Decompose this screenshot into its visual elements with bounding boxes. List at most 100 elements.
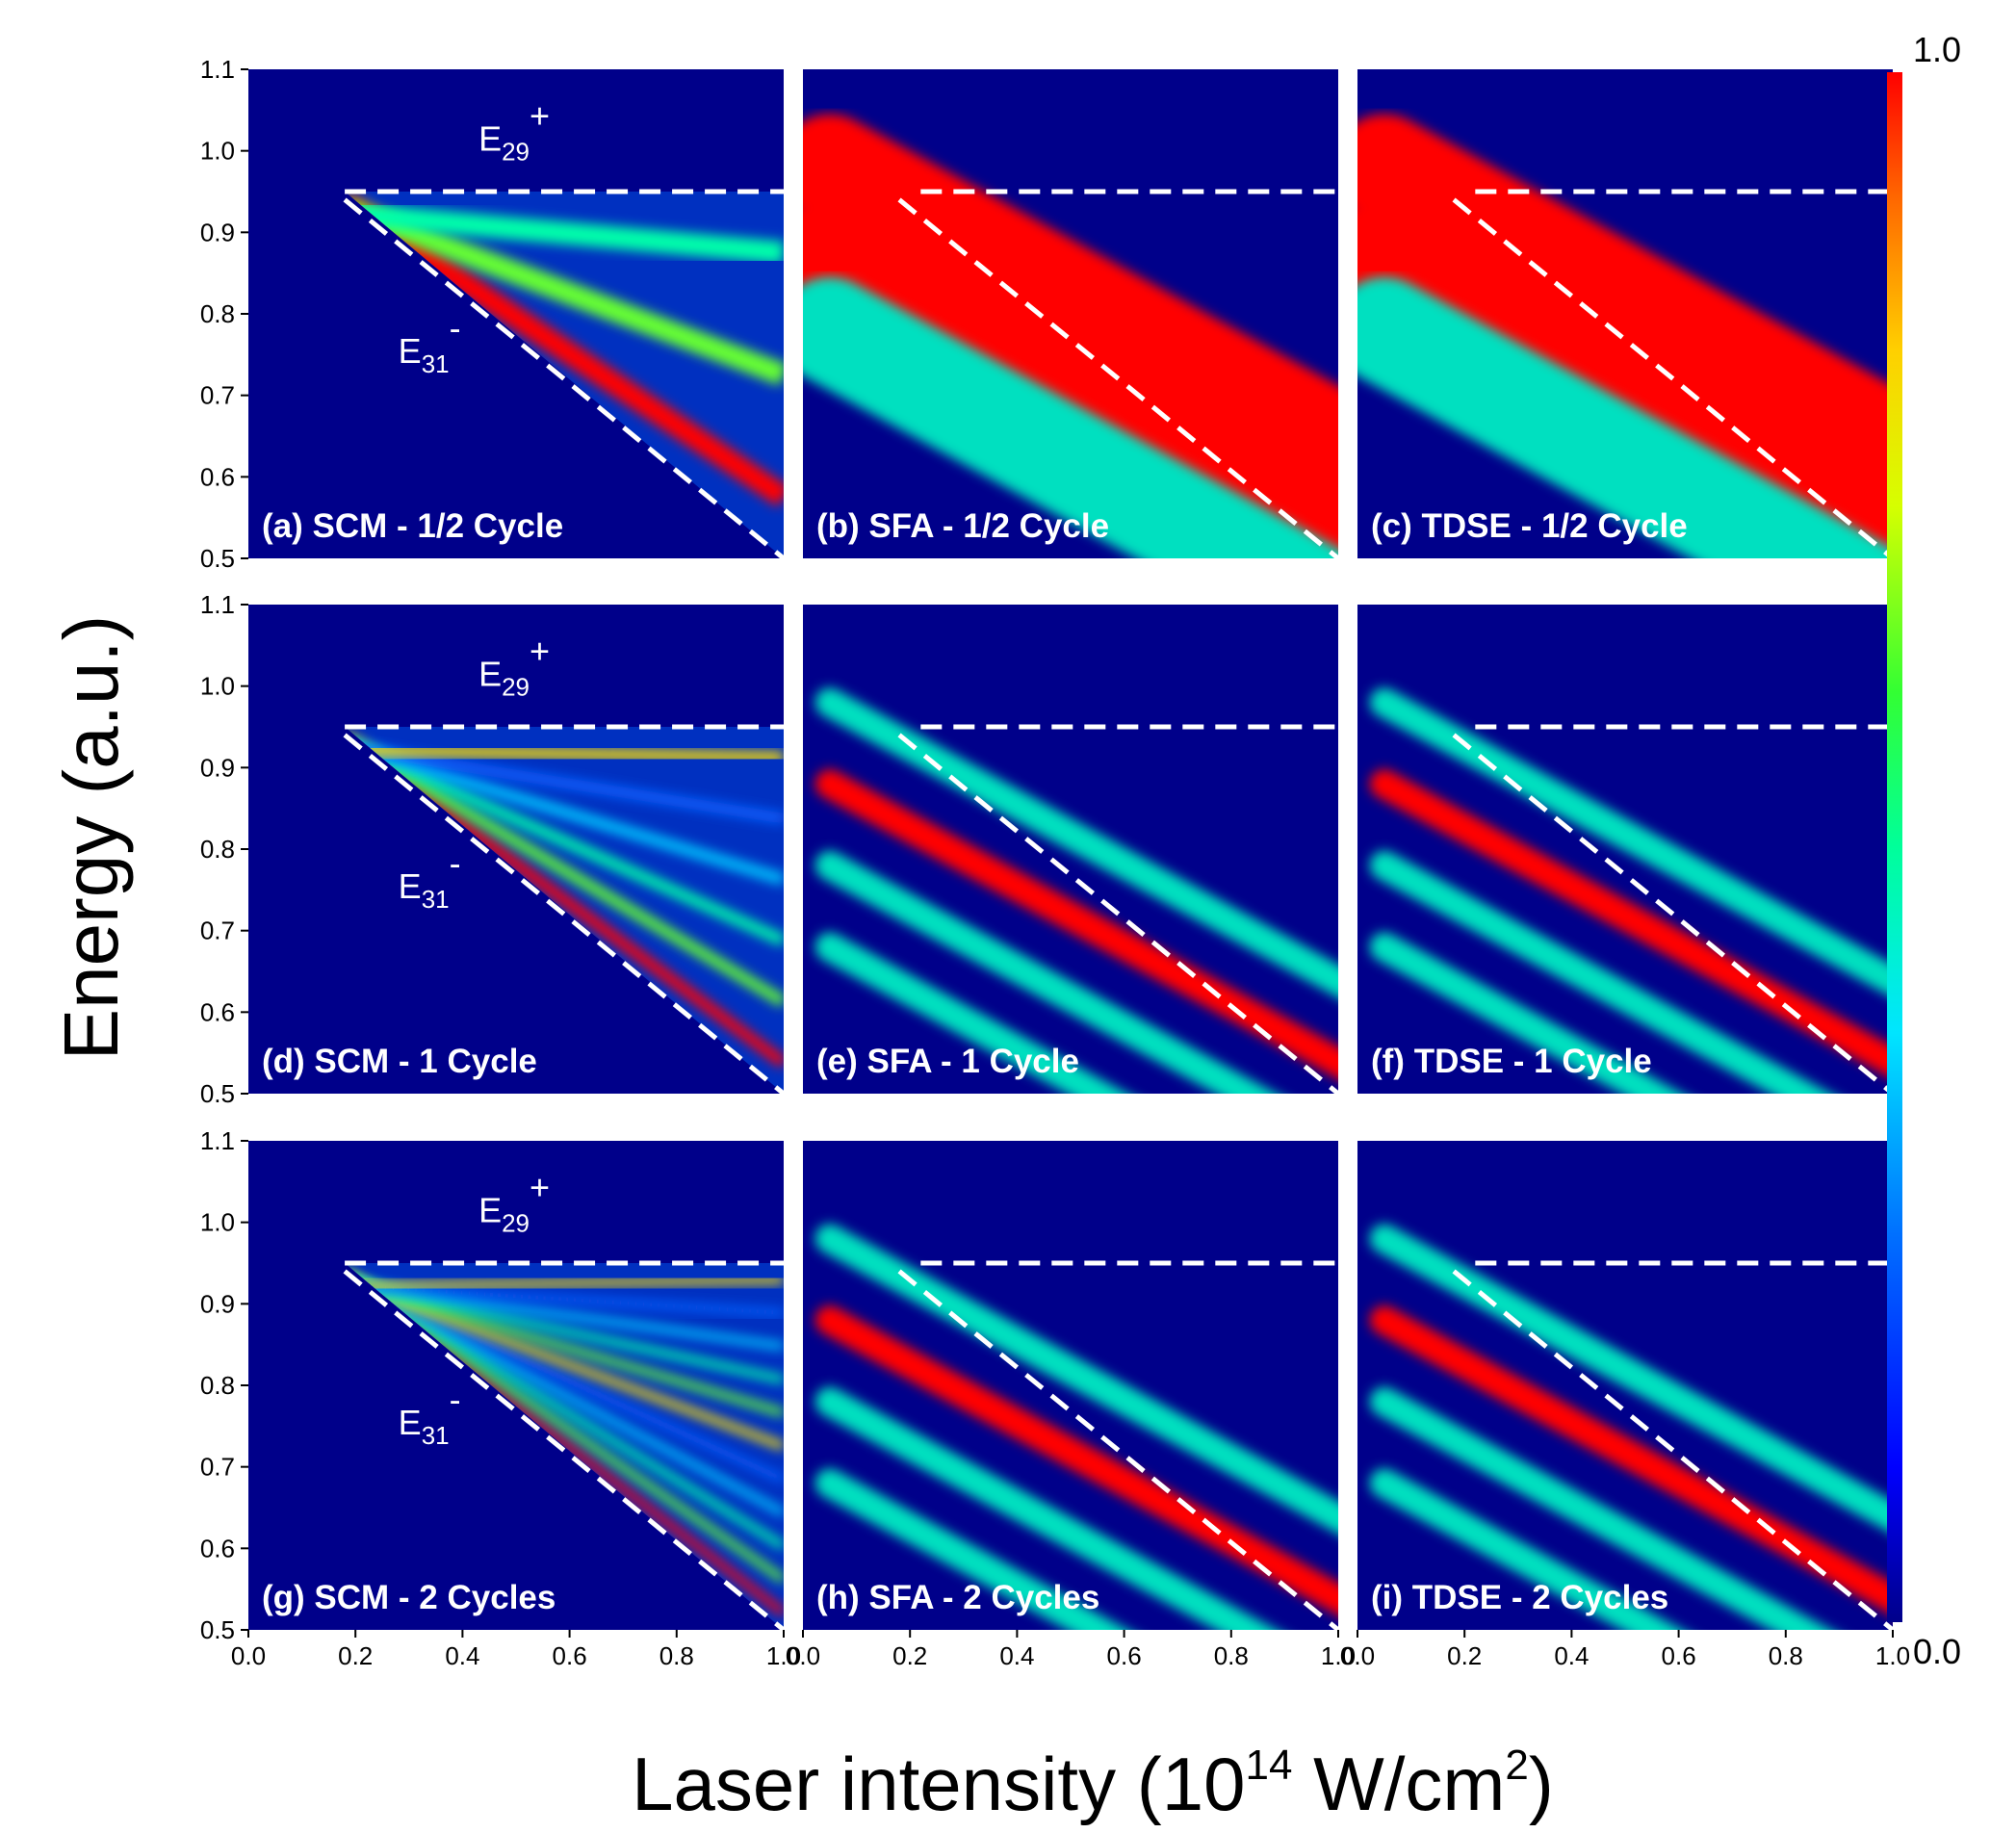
x-axis-title: Laser intensity (1014 W/cm2) xyxy=(632,1742,1554,1826)
panel-grid: (a) SCM - 1/2 CycleE29+E31-0.50.60.70.80… xyxy=(200,55,1910,1670)
x-tick-label: 0.0 xyxy=(1340,1641,1375,1670)
ridge xyxy=(1369,932,1683,1094)
panel-label: (i) TDSE - 2 Cycles xyxy=(1371,1579,1668,1616)
annotation-E31: E31- xyxy=(399,308,461,378)
annotation-sup: - xyxy=(450,1380,461,1419)
annotation-sub: 31 xyxy=(422,349,450,378)
x-tick-label: 0.0 xyxy=(231,1641,266,1670)
y-tick-label: 0.9 xyxy=(200,218,235,246)
ridge xyxy=(1369,1468,1683,1630)
ridge xyxy=(803,276,1338,558)
ridge xyxy=(814,769,1338,1079)
scm-bands xyxy=(345,193,784,507)
lower-dashed-line xyxy=(897,197,1338,558)
heatmap-content xyxy=(1369,1224,1893,1630)
scm-ridge xyxy=(345,193,784,507)
annotation-E31: E31- xyxy=(399,843,461,914)
ridge xyxy=(1369,1224,1893,1535)
x-tick-label: 0.0 xyxy=(786,1641,820,1670)
scm-ridge xyxy=(345,1281,784,1317)
x-tick-label: 1.0 xyxy=(1321,1641,1356,1670)
ridge xyxy=(814,1468,1128,1630)
annotation-base: E xyxy=(399,331,422,371)
ridge xyxy=(1369,1305,1893,1615)
panel-label: (d) SCM - 1 Cycle xyxy=(262,1043,537,1080)
ridge xyxy=(1369,850,1831,1094)
panel-i: (i) TDSE - 2 Cycles 0.0 0.2 0.4 0.6 0.8 1.0 xyxy=(1340,1141,1910,1670)
y-tick-label: 0.6 xyxy=(200,1534,235,1562)
scm-ridge xyxy=(345,1276,784,1291)
y-tick-label: 1.1 xyxy=(200,55,235,84)
lower-dashed-line xyxy=(343,197,784,558)
lower-dashed-line xyxy=(1452,197,1893,558)
y-tick-label: 0.6 xyxy=(200,462,235,491)
annotation-sub: 29 xyxy=(502,1209,530,1238)
y-tick-label: 0.7 xyxy=(200,1453,235,1482)
x-tick-label: 0.6 xyxy=(1662,1641,1696,1670)
annotation-sup: - xyxy=(450,308,461,348)
annotation-base: E xyxy=(399,1403,422,1442)
ridge xyxy=(814,850,1277,1094)
scm-ridge xyxy=(345,201,784,265)
panel-e: (e) SFA - 1 Cycle xyxy=(803,605,1338,1094)
scm-ridge xyxy=(345,1274,784,1484)
panel-label: (g) SCM - 2 Cycles xyxy=(262,1579,556,1616)
panel-a: (a) SCM - 1/2 CycleE29+E31-0.50.60.70.80… xyxy=(200,55,784,573)
x-tick-label: 0.8 xyxy=(1214,1641,1249,1670)
x-tick-label: 0.4 xyxy=(1554,1641,1589,1670)
y-tick-label: 0.8 xyxy=(200,299,235,328)
lower-dashed-line xyxy=(343,733,784,1094)
heatmap-content xyxy=(1357,114,1893,558)
ridge xyxy=(1369,769,1893,1079)
colorbar-gradient xyxy=(1887,72,1902,1622)
y-tick-label: 0.9 xyxy=(200,1289,235,1318)
panel-label: (c) TDSE - 1/2 Cycle xyxy=(1371,507,1688,545)
heatmap-content xyxy=(814,687,1338,1094)
panel-label: (b) SFA - 1/2 Cycle xyxy=(816,507,1109,545)
x-tick-label: 1.0 xyxy=(766,1641,801,1670)
annotation-sub: 29 xyxy=(502,138,530,167)
x-tick-label: 0.8 xyxy=(659,1641,694,1670)
y-axis-title: Energy (a.u.) xyxy=(48,615,134,1060)
x-axis-title-exponent: 14 xyxy=(1245,1742,1292,1789)
ridge xyxy=(1357,114,1893,506)
scm-ridge xyxy=(345,738,784,886)
x-tick-label: 1.0 xyxy=(1875,1641,1910,1670)
scm-ridge xyxy=(345,736,784,946)
ridge xyxy=(814,1224,1338,1535)
annotation-sub: 29 xyxy=(502,673,530,702)
y-tick-label: 1.0 xyxy=(200,137,235,166)
y-tick-label: 0.5 xyxy=(200,1615,235,1644)
scm-ridge xyxy=(345,1273,784,1517)
scm-ridge xyxy=(345,1279,784,1351)
annotation-E29: E29+ xyxy=(478,1168,550,1238)
annotation-E29: E29+ xyxy=(478,632,550,702)
panel-label: (e) SFA - 1 Cycle xyxy=(816,1043,1079,1080)
y-tick-label: 0.9 xyxy=(200,753,235,782)
annotation-base: E xyxy=(478,119,502,159)
ridge xyxy=(814,687,1338,998)
panel-label: (a) SCM - 1/2 Cycle xyxy=(262,507,563,545)
panel-d: (d) SCM - 1 CycleE29+E31-0.50.60.70.80.9… xyxy=(200,590,784,1108)
x-axis-title-close: ) xyxy=(1529,1742,1554,1826)
colorbar-max-label: 1.0 xyxy=(1913,30,1961,69)
ridge xyxy=(1369,1386,1831,1630)
panel-h: (h) SFA - 2 Cycles 0.0 0.2 0.4 0.6 0.8 1.0 xyxy=(786,1141,1356,1670)
y-tick-label: 1.1 xyxy=(200,1126,235,1155)
lower-dashed-line xyxy=(343,1269,784,1630)
x-tick-label: 0.6 xyxy=(1107,1641,1142,1670)
lower-dashed-line xyxy=(1452,733,1893,1094)
y-tick-label: 0.7 xyxy=(200,381,235,410)
y-tick-label: 0.5 xyxy=(200,544,235,573)
ridge xyxy=(1357,276,1893,558)
panel-g: (g) SCM - 2 CyclesE29+E31-0.50.60.70.80.… xyxy=(200,1126,801,1670)
annotation-E29: E29+ xyxy=(478,96,550,167)
colorbar: 1.0 0.0 xyxy=(1887,30,1961,1671)
x-tick-label: 0.4 xyxy=(999,1641,1034,1670)
ridge xyxy=(814,1386,1277,1630)
x-tick-label: 0.8 xyxy=(1769,1641,1803,1670)
panel-label: (f) TDSE - 1 Cycle xyxy=(1371,1043,1652,1080)
ridge xyxy=(1369,687,1893,998)
colorbar-min-label: 0.0 xyxy=(1913,1632,1961,1671)
annotation-sup: + xyxy=(530,96,550,136)
